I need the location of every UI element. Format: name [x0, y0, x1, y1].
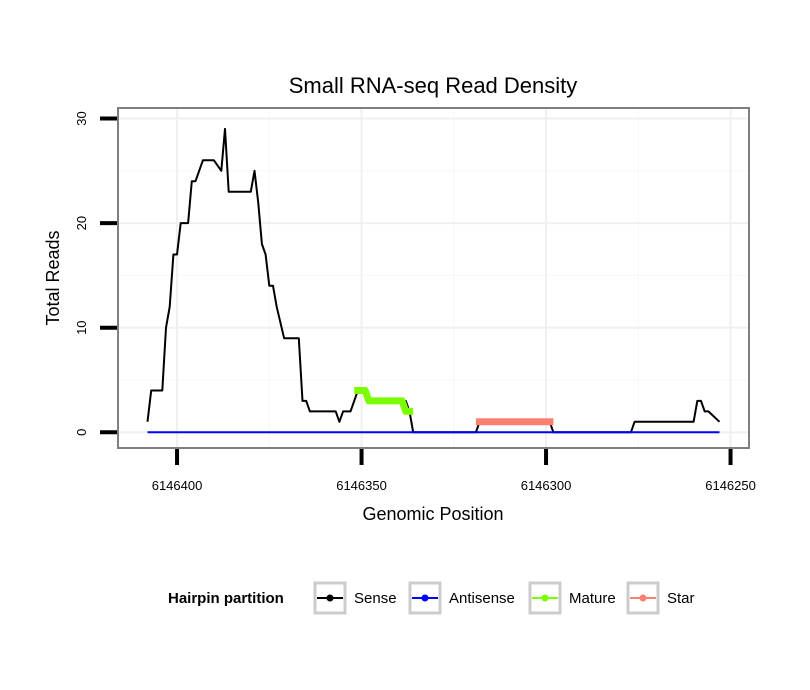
legend-key-point: [639, 594, 647, 602]
legend-title: Hairpin partition: [168, 590, 284, 607]
chart-title: Small RNA-seq Read Density: [289, 73, 578, 98]
legend-item-star: Star: [626, 581, 695, 615]
x-axis-title: Genomic Position: [362, 504, 503, 524]
x-tick-label: 6146350: [336, 478, 387, 493]
x-tick-label: 6146250: [705, 478, 756, 493]
legend-label-mature: Mature: [569, 590, 616, 607]
x-axis: 6146400 6146350 6146300 6146250: [152, 449, 756, 493]
legend-item-sense: Sense: [313, 581, 397, 615]
plot-panel: [118, 108, 749, 448]
y-axis: 0 10 20 30: [74, 111, 117, 436]
legend-item-mature: Mature: [528, 581, 616, 615]
x-tick-label: 6146300: [521, 478, 572, 493]
y-tick-label: 20: [74, 216, 89, 230]
legend-label-sense: Sense: [354, 590, 397, 607]
y-tick-label: 30: [74, 111, 89, 125]
y-axis-title: Total Reads: [43, 230, 63, 325]
legend-label-antisense: Antisense: [449, 590, 515, 607]
series-mature-line: [354, 387, 414, 415]
legend-label-star: Star: [667, 590, 695, 607]
series-layer: [146, 127, 721, 434]
x-tick-label: 6146400: [152, 478, 203, 493]
legend-key-point: [326, 594, 334, 602]
grid-lines: [118, 108, 749, 448]
legend: Hairpin partition Sense Antisense Mature St…: [168, 581, 695, 615]
panel-border: [117, 107, 750, 449]
legend-items: Sense Antisense Mature Star: [313, 581, 695, 615]
y-tick-label: 10: [74, 320, 89, 334]
legend-key-point: [541, 594, 549, 602]
legend-item-antisense: Antisense: [408, 581, 515, 615]
y-tick-label: 0: [74, 429, 89, 436]
legend-key-point: [421, 594, 429, 602]
